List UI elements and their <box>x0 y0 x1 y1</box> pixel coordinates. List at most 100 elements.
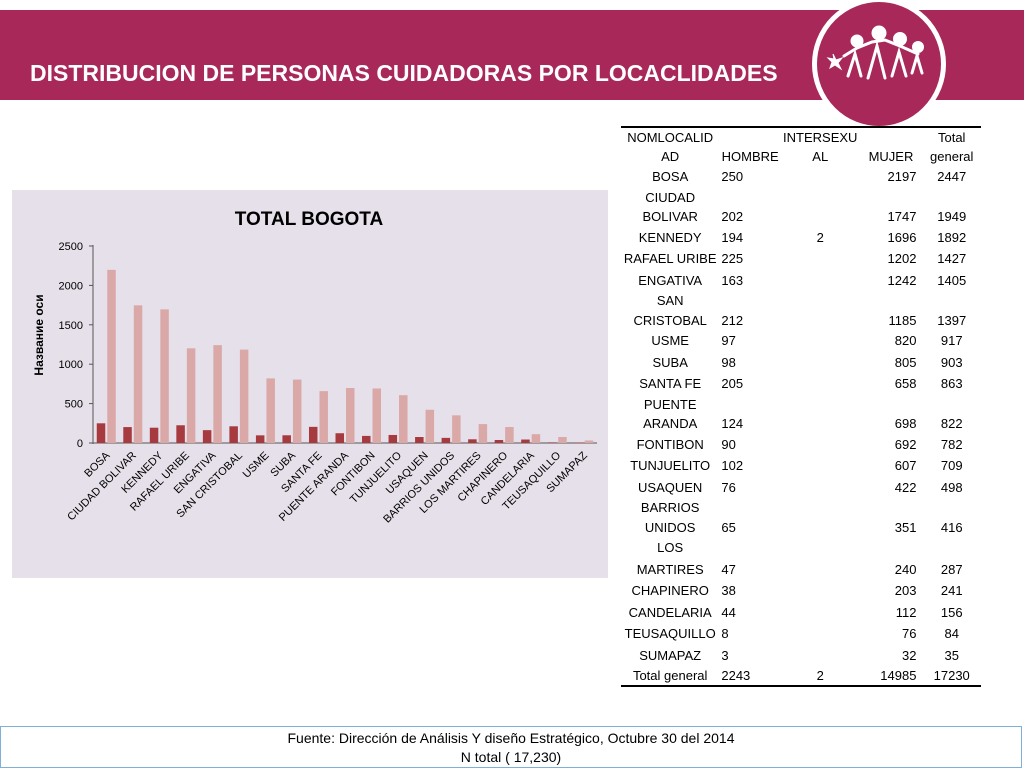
table-row: CANDELARIA 44 112 156 <box>621 602 981 624</box>
y-tick-label: 500 <box>65 399 83 411</box>
bar-hombre <box>494 440 504 443</box>
table-row: KENNEDY 194 2 1696 1892 <box>621 227 981 249</box>
total-cell: 241 <box>940 583 963 598</box>
intersexual-cell <box>781 602 859 624</box>
mujer-cell: 351 <box>894 519 917 535</box>
table-row: CHAPINERO 38 203 241 <box>621 580 981 602</box>
bar-mujer <box>292 379 302 443</box>
total-general: 17230 <box>933 668 970 683</box>
hombre-cell: 102 <box>721 458 744 473</box>
table-row: SAN CRISTOBAL 212 1185 1397 <box>621 291 981 330</box>
hombre-cell: 250 <box>721 169 744 184</box>
bar-hombre <box>335 433 344 443</box>
localidad-cell: SAN CRISTOBAL <box>633 293 707 328</box>
total-cell: 498 <box>940 479 963 495</box>
localidad-cell: USME <box>651 333 689 348</box>
intersexual-cell <box>781 330 859 352</box>
bar-mujer <box>133 305 143 443</box>
bar-mujer <box>372 388 382 443</box>
y-tick-label: 0 <box>77 438 83 450</box>
bar-mujer <box>531 434 541 443</box>
mujer-cell: 1242 <box>887 272 917 288</box>
total-intersexual: 2 <box>816 668 824 683</box>
intersexual-cell <box>781 291 859 330</box>
x-tick-label: USME <box>241 450 272 481</box>
total-cell: 903 <box>940 354 963 370</box>
mujer-cell: 2197 <box>887 169 917 184</box>
data-table: NOMLOCALID AD HOMBRE INTERSEXU AL MUJER To… <box>621 126 981 687</box>
intersexual-cell <box>781 477 859 499</box>
y-axis-label: Название оси <box>32 294 46 375</box>
total-cell: 1949 <box>937 209 967 224</box>
mujer-cell: 203 <box>894 583 917 598</box>
mujer-cell: 698 <box>894 416 917 431</box>
bar-hombre <box>229 426 238 443</box>
bar-mujer <box>319 391 328 443</box>
bar-hombre <box>123 427 132 443</box>
intersexual-cell <box>781 623 859 645</box>
intersexual-cell <box>781 645 859 667</box>
mujer-cell: 76 <box>901 626 917 641</box>
table-row: RAFAEL URIBE 225 1202 1427 <box>621 248 981 270</box>
localidad-cell: PUENTE ARANDA <box>643 396 698 432</box>
slide-title: DISTRIBUCION DE PERSONAS CUIDADORAS POR … <box>30 60 778 86</box>
bar-mujer <box>425 409 435 443</box>
bar-mujer <box>346 387 355 443</box>
table-row: LOS MARTIRES 47 240 287 <box>621 537 981 580</box>
mujer-cell: 1747 <box>887 209 917 224</box>
localidad-cell: CHAPINERO <box>631 583 709 598</box>
total-cell: 863 <box>940 376 963 391</box>
hombre-cell: 124 <box>721 416 744 431</box>
localidad-cell: SUBA <box>652 354 688 370</box>
mujer-cell: 805 <box>894 354 917 370</box>
bar-hombre <box>308 426 318 443</box>
hombre-cell: 97 <box>721 333 736 348</box>
total-cell: 84 <box>944 626 959 641</box>
mujer-cell: 422 <box>894 479 917 495</box>
total-cell: 156 <box>940 604 963 620</box>
hombre-cell: 76 <box>721 479 736 495</box>
total-cell: 1405 <box>937 272 967 288</box>
bar-mujer <box>452 415 461 443</box>
table-row: USME 97 820 917 <box>621 330 981 352</box>
mujer-cell: 820 <box>894 333 917 348</box>
bar-mujer <box>213 345 222 443</box>
y-tick-label: 1000 <box>59 359 83 371</box>
intersexual-cell <box>781 395 859 434</box>
localidad-cell: SUMAPAZ <box>639 647 702 663</box>
mujer-cell: 658 <box>894 376 917 391</box>
bar-hombre <box>468 439 477 443</box>
intersexual-cell <box>781 352 859 374</box>
total-cell: 709 <box>940 458 963 473</box>
total-cell: 35 <box>944 647 959 663</box>
localidad-cell: BOSA <box>652 169 689 184</box>
intersexual-cell <box>781 270 859 292</box>
total-cell: 1427 <box>937 251 967 266</box>
table-total-row: Total general 2243 2 14985 17230 <box>621 666 981 686</box>
chart-panel: TOTAL BOGOTA Название оси 0 500 1000 1500 20… <box>12 190 608 578</box>
intersexual-cell <box>781 498 859 537</box>
header-intersexual: INTERSEXU AL <box>783 130 858 164</box>
total-cell: 822 <box>940 416 963 431</box>
table-row: BOSA 250 2197 2447 <box>621 166 981 188</box>
total-mujer: 14985 <box>880 668 917 683</box>
chart-title: TOTAL BOGOTA <box>235 209 384 230</box>
table-row: CIUDAD BOLIVAR 202 1747 1949 <box>621 188 981 227</box>
y-tick-label: 2000 <box>59 280 83 292</box>
bar-mujer <box>478 424 488 443</box>
hombre-cell: 3 <box>721 647 729 663</box>
header-hombre: HOMBRE <box>721 149 779 164</box>
hombre-cell: 205 <box>721 376 744 391</box>
hombre-cell: 194 <box>721 229 744 245</box>
bar-mujer <box>558 437 567 443</box>
table-row: ENGATIVA 163 1242 1405 <box>621 270 981 292</box>
hombre-cell: 202 <box>721 209 744 224</box>
bar-hombre <box>282 435 291 443</box>
bar-mujer <box>584 440 594 443</box>
bar-hombre <box>96 423 106 443</box>
total-cell: 2447 <box>937 169 967 184</box>
localidad-cell: CIUDAD BOLIVAR <box>642 189 698 225</box>
table-row: SUBA 98 805 903 <box>621 352 981 374</box>
source-note: Fuente: Dirección de Análisis Y diseño E… <box>287 730 735 746</box>
table-row: USAQUEN 76 422 498 <box>621 477 981 499</box>
